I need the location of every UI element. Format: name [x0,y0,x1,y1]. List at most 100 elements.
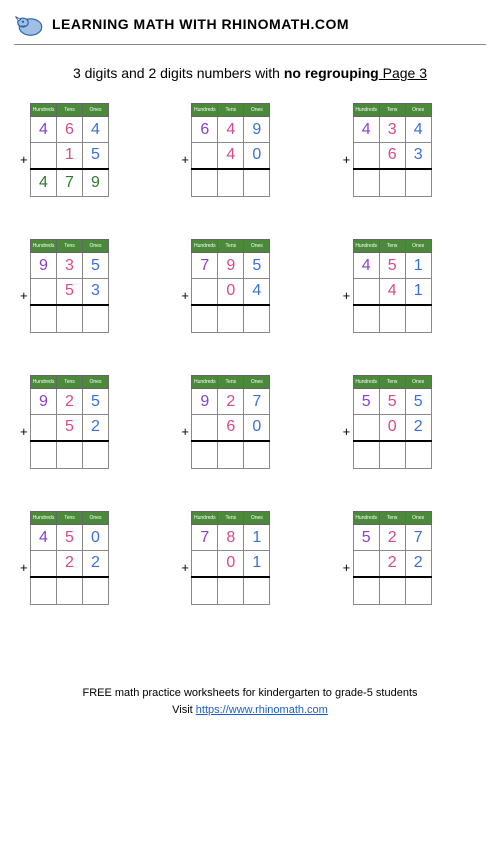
column-header: Tens [57,104,83,117]
digit-cell [353,169,379,197]
column-header: Ones [244,240,270,253]
digit-cell: 5 [57,415,83,441]
digit-cell: 2 [379,525,405,551]
column-header: Hundreds [31,240,57,253]
rhino-logo-icon [14,10,44,38]
digit-cell [31,441,57,469]
digit-cell: 0 [83,525,109,551]
top-number-row: 927 [192,389,270,415]
digit-cell: 6 [379,143,405,169]
bottom-number-row: 60 [192,415,270,441]
digit-cell [57,305,83,333]
digit-cell [405,169,431,197]
column-header: Tens [218,512,244,525]
place-value-table: HundredsTensOnes64940 [191,103,270,197]
answer-row [192,305,270,333]
bottom-number-row: 41 [353,279,431,305]
column-header: Hundreds [192,376,218,389]
digit-cell [192,551,218,577]
place-value-table: HundredsTensOnes52722 [353,511,432,605]
digit-cell: 7 [244,389,270,415]
digit-cell [192,169,218,197]
digit-cell: 5 [244,253,270,279]
digit-cell [192,143,218,169]
digit-cell [31,143,57,169]
worksheet-page-label: Page 3 [379,65,427,81]
addition-problem: +HundredsTensOnes45022 [20,511,157,605]
digit-cell: 6 [57,117,83,143]
digit-cell: 7 [57,169,83,197]
column-header: Ones [405,240,431,253]
column-header: Hundreds [192,512,218,525]
digit-cell [379,577,405,605]
place-value-table: HundredsTensOnes78101 [191,511,270,605]
column-header: Tens [57,512,83,525]
column-header: Tens [379,512,405,525]
bottom-number-row: 22 [353,551,431,577]
digit-cell: 2 [379,551,405,577]
digit-cell [353,551,379,577]
column-header: Ones [83,240,109,253]
addition-problem: +HundredsTensOnes45141 [343,239,480,333]
digit-cell [192,305,218,333]
column-header: Ones [405,376,431,389]
digit-cell [31,551,57,577]
column-header: Ones [244,376,270,389]
digit-cell: 5 [57,525,83,551]
digit-cell: 7 [192,253,218,279]
column-header: Tens [218,240,244,253]
bottom-number-row: 53 [31,279,109,305]
digit-cell: 5 [379,253,405,279]
digit-cell: 4 [244,279,270,305]
answer-row [353,441,431,469]
column-header: Hundreds [192,240,218,253]
operator-plus: + [343,288,353,303]
digit-cell [192,415,218,441]
site-title: LEARNING MATH WITH RHINOMATH.COM [52,16,349,32]
column-header: Ones [405,512,431,525]
digit-cell: 4 [31,117,57,143]
operator-plus: + [181,288,191,303]
digit-cell [405,441,431,469]
top-number-row: 935 [31,253,109,279]
digit-cell: 1 [57,143,83,169]
digit-cell [83,305,109,333]
column-header: Hundreds [31,376,57,389]
operator-plus: + [343,152,353,167]
bottom-number-row: 15 [31,143,109,169]
answer-row [192,577,270,605]
page-footer: FREE math practice worksheets for kinder… [14,685,486,718]
digit-cell [218,169,244,197]
digit-cell: 4 [31,169,57,197]
top-number-row: 781 [192,525,270,551]
answer-row [353,577,431,605]
digit-cell: 0 [379,415,405,441]
column-header: Hundreds [353,376,379,389]
operator-plus: + [181,560,191,575]
digit-cell: 2 [57,389,83,415]
digit-cell [57,577,83,605]
footer-link[interactable]: https://www.rhinomath.com [196,704,328,716]
digit-cell: 5 [353,389,379,415]
place-value-table: HundredsTensOnes46415479 [30,103,109,197]
place-value-table: HundredsTensOnes92760 [191,375,270,469]
operator-plus: + [20,424,30,439]
digit-cell: 0 [244,143,270,169]
operator-plus: + [343,560,353,575]
digit-cell [83,441,109,469]
bottom-number-row: 63 [353,143,431,169]
digit-cell [83,577,109,605]
digit-cell: 0 [218,279,244,305]
bottom-number-row: 22 [31,551,109,577]
digit-cell: 4 [218,143,244,169]
column-header: Tens [57,240,83,253]
digit-cell [353,143,379,169]
digit-cell [244,441,270,469]
digit-cell: 3 [379,117,405,143]
column-header: Tens [57,376,83,389]
addition-problem: +HundredsTensOnes52722 [343,511,480,605]
column-header: Hundreds [192,104,218,117]
worksheet-title-emphasis: no regrouping [284,65,379,81]
bottom-number-row: 02 [353,415,431,441]
bottom-number-row: 52 [31,415,109,441]
